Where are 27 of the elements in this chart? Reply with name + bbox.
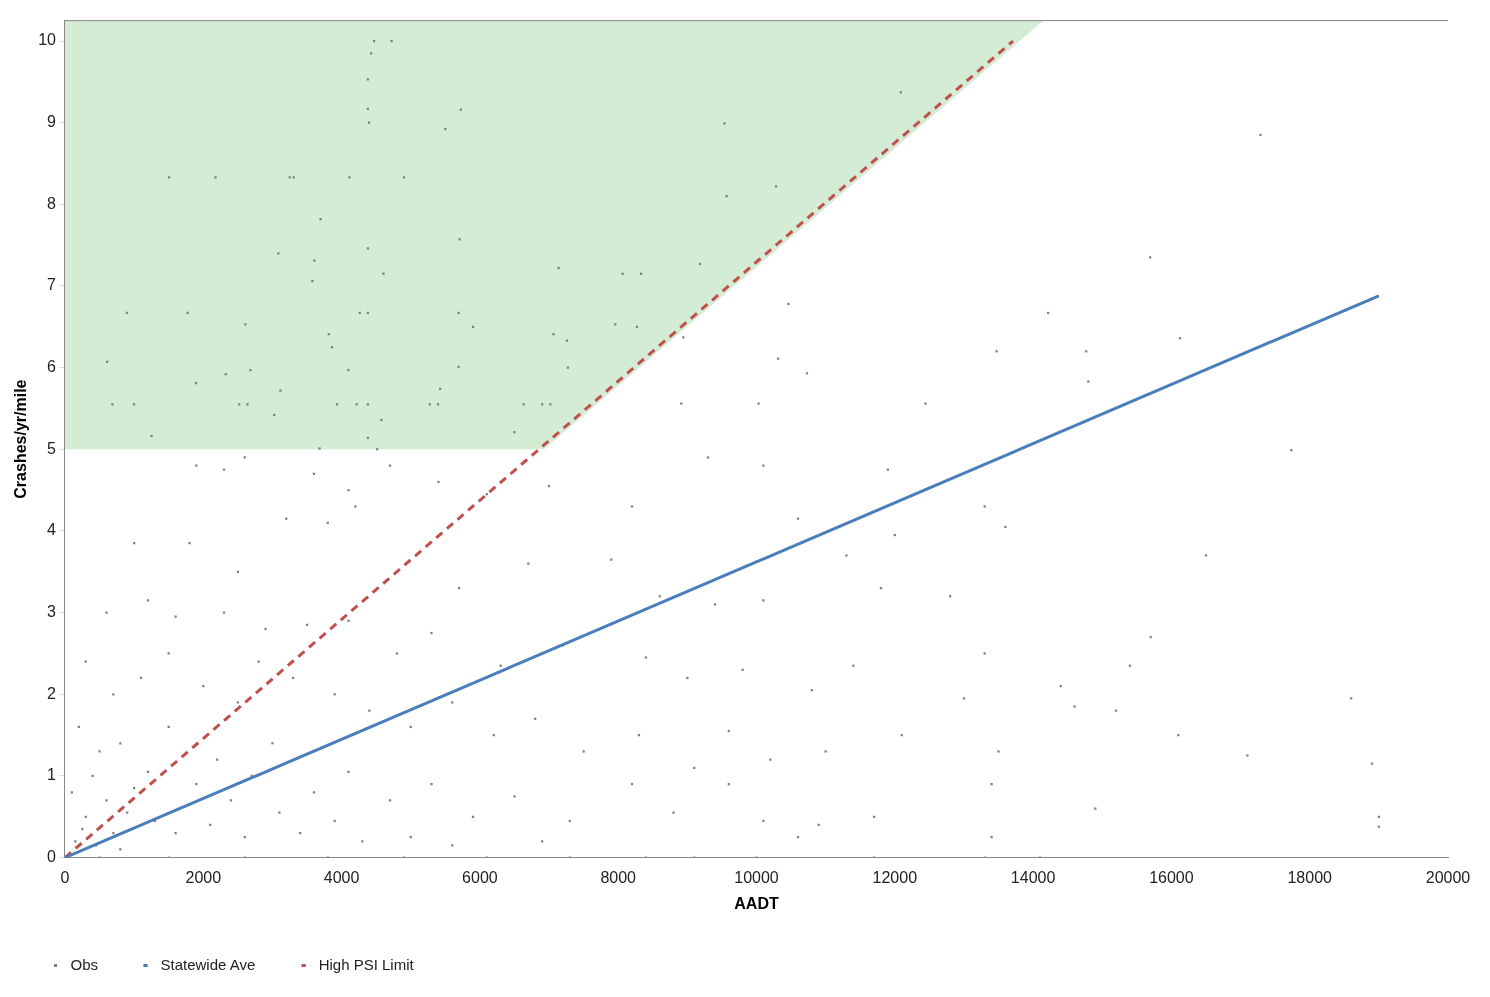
x-tick-label: 8000 xyxy=(600,868,637,886)
x-tick-label: 18000 xyxy=(1287,868,1333,886)
x-tick-label: 14000 xyxy=(1010,868,1056,886)
y-axis-title: Crashes/yr/mile xyxy=(12,379,30,499)
x-axis-title: AADT xyxy=(734,894,779,912)
y-tick-label: 4 xyxy=(47,521,57,539)
x-tick-label: 4000 xyxy=(323,868,360,886)
legend-label: Statewide Ave xyxy=(160,955,256,973)
x-tick-label: 2000 xyxy=(185,868,222,886)
x-tick-label: 10000 xyxy=(734,868,779,886)
legend-label: High PSI Limit xyxy=(318,955,415,973)
y-tick-label: 8 xyxy=(47,194,57,212)
y-tick-label: 10 xyxy=(38,31,57,49)
x-tick-label: 16000 xyxy=(1149,868,1194,886)
y-tick-label: 1 xyxy=(47,766,57,784)
y-tick-label: 0 xyxy=(47,848,57,866)
y-tick-label: 2 xyxy=(47,684,57,702)
y-tick-label: 7 xyxy=(47,276,57,294)
y-tick-label: 6 xyxy=(47,358,57,376)
x-tick-label: 0 xyxy=(60,868,70,886)
x-tick-label: 6000 xyxy=(462,868,498,886)
y-tick-label: 9 xyxy=(47,113,57,131)
x-tick-label: 12000 xyxy=(872,868,918,886)
legend-label: Obs xyxy=(70,955,99,973)
y-tick-label: 5 xyxy=(47,439,57,457)
y-tick-label: 3 xyxy=(47,603,57,621)
x-tick-label: 20000 xyxy=(1425,868,1471,886)
